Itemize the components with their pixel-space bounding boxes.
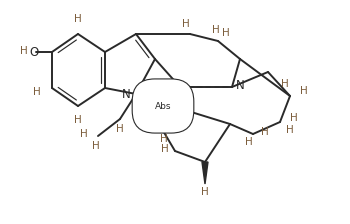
Text: H: H: [20, 46, 28, 56]
Text: H: H: [92, 141, 100, 151]
Text: H: H: [166, 111, 174, 121]
Text: H: H: [245, 137, 253, 147]
Text: H: H: [116, 124, 124, 134]
Text: H: H: [290, 113, 298, 123]
Text: H: H: [181, 108, 189, 118]
Polygon shape: [202, 162, 208, 184]
Text: Abs: Abs: [155, 101, 171, 110]
Text: N: N: [122, 88, 131, 101]
Text: N: N: [236, 78, 245, 91]
Text: H: H: [201, 187, 209, 197]
Text: H: H: [261, 127, 269, 137]
Text: H: H: [160, 134, 168, 144]
Text: H: H: [161, 144, 169, 154]
Text: H: H: [300, 86, 308, 96]
Text: H: H: [222, 28, 230, 38]
Text: H: H: [182, 19, 190, 29]
Text: H: H: [80, 129, 88, 139]
Text: H: H: [74, 115, 82, 125]
Text: H: H: [286, 125, 294, 135]
Text: O: O: [29, 45, 38, 58]
Text: H: H: [33, 87, 41, 97]
Text: H: H: [281, 79, 289, 89]
Text: H: H: [148, 121, 156, 131]
Text: H: H: [74, 14, 82, 24]
Text: H: H: [212, 25, 220, 35]
